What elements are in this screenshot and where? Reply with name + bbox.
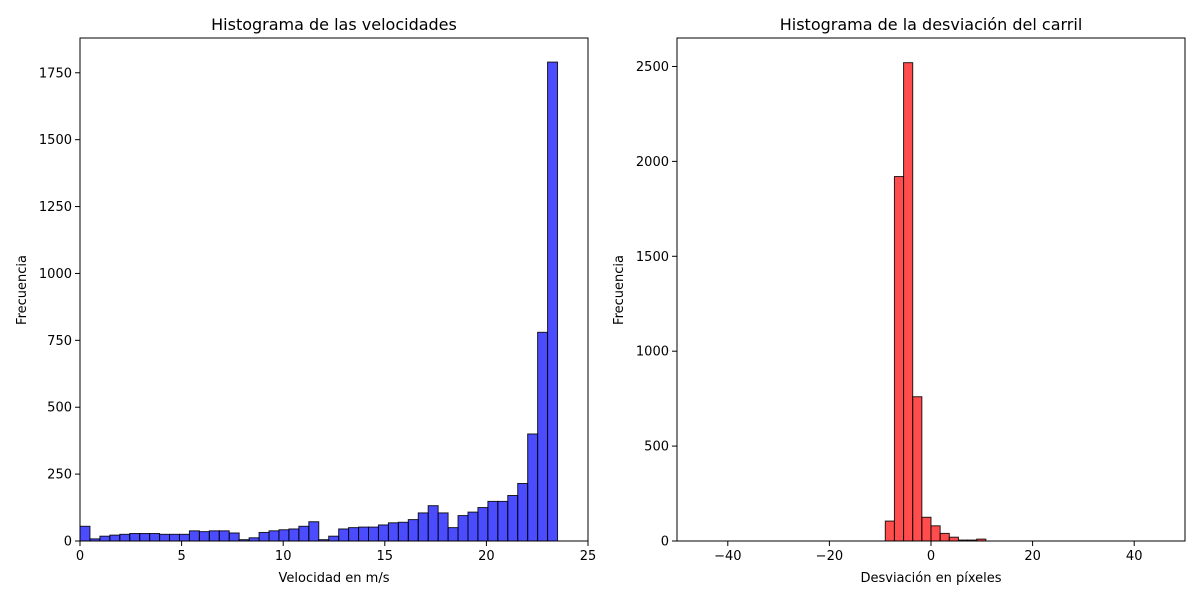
y-tick-label: 1500 <box>39 133 72 148</box>
x-tick-label: −20 <box>816 549 843 564</box>
histogram-bar <box>328 535 340 542</box>
lane-deviation-histogram: Histograma de la desviación del carril −… <box>612 15 1186 586</box>
histogram-bar <box>278 529 290 542</box>
histogram-bar <box>447 527 459 542</box>
histogram-bar <box>921 516 932 542</box>
histogram-bar <box>288 528 300 542</box>
y-tick-label: 1750 <box>39 66 72 81</box>
histogram-bar <box>457 515 469 542</box>
y-tick-label: 250 <box>47 468 72 483</box>
histogram-bar <box>228 532 240 542</box>
velocity-histogram: Histograma de las velocidades 0 5 10 15 20 25… <box>15 15 596 586</box>
histogram-bar <box>387 522 399 542</box>
histogram-bar <box>477 507 489 542</box>
x-tick-label: 0 <box>76 549 84 564</box>
histogram-bar <box>507 495 519 542</box>
x-tick-label: 40 <box>1126 549 1143 564</box>
y-tick-label: 500 <box>47 401 72 416</box>
y-tick-label: 0 <box>661 535 669 550</box>
histogram-bar <box>129 533 141 542</box>
histogram-bar <box>407 519 419 542</box>
histogram-bar <box>119 533 131 542</box>
histogram-bar <box>188 530 200 542</box>
histogram-bar <box>109 534 121 542</box>
y-tick-label: 1250 <box>39 200 72 215</box>
bar-group <box>79 61 559 542</box>
y-tick-label: 2000 <box>636 155 669 170</box>
x-tick-label: 10 <box>275 549 292 564</box>
chart-title: Histograma de la desviación del carril <box>780 15 1083 34</box>
histogram-bar <box>149 533 161 542</box>
y-tick-label: 0 <box>64 535 72 550</box>
y-tick-label: 2500 <box>636 60 669 75</box>
histogram-bar <box>417 512 429 542</box>
histogram-bar <box>487 500 499 542</box>
histogram-bar <box>537 331 549 542</box>
histogram-bar <box>258 531 270 542</box>
histogram-bar <box>159 533 171 542</box>
x-tick-label: 20 <box>1024 549 1041 564</box>
histogram-bar <box>884 520 895 542</box>
y-axis-ticks: 0 250 500 750 1000 1250 1500 1750 <box>39 66 80 550</box>
x-tick-label: 20 <box>478 549 495 564</box>
x-axis-label: Desviación en píxeles <box>860 571 1001 586</box>
y-axis-ticks: 0 500 1000 1500 2000 2500 <box>636 60 677 550</box>
histogram-bar <box>368 526 379 542</box>
histogram-bar <box>427 505 439 542</box>
y-tick-label: 1000 <box>39 267 72 282</box>
plot-frame <box>676 37 1186 542</box>
histogram-bar <box>348 527 360 542</box>
histogram-bar <box>497 500 509 542</box>
histogram-bar <box>437 512 449 542</box>
y-tick-label: 500 <box>644 440 669 455</box>
x-tick-label: 5 <box>177 549 185 564</box>
x-tick-label: −40 <box>714 549 741 564</box>
x-tick-label: 15 <box>377 549 394 564</box>
y-axis-label: Frecuencia <box>15 255 30 325</box>
plot-frame <box>79 37 589 542</box>
histogram-bar <box>308 521 320 542</box>
histogram-bar <box>139 533 151 542</box>
y-tick-label: 1000 <box>636 345 669 360</box>
y-axis-label: Frecuencia <box>612 255 627 325</box>
x-tick-label: 0 <box>927 549 935 564</box>
histogram-bar <box>338 528 350 542</box>
x-axis-label: Velocidad en m/s <box>279 571 390 586</box>
histogram-bar <box>948 536 959 542</box>
histogram-bar <box>893 176 905 542</box>
y-tick-label: 750 <box>47 334 72 349</box>
x-axis-ticks: −40 −20 0 20 40 <box>714 541 1142 564</box>
histogram-bar <box>903 62 914 542</box>
histogram-bar <box>208 530 220 542</box>
histogram-bar <box>939 532 950 542</box>
histogram-bar <box>397 521 409 542</box>
x-axis-ticks: 0 5 10 15 20 25 <box>76 541 596 564</box>
histogram-bar <box>268 530 280 542</box>
histogram-bar <box>467 511 479 542</box>
histogram-bar <box>377 524 389 542</box>
histogram-bar <box>79 525 91 542</box>
histogram-bar <box>99 535 111 542</box>
chart-title: Histograma de las velocidades <box>211 15 457 34</box>
histogram-bar <box>912 396 923 542</box>
histogram-bar <box>930 525 941 542</box>
histogram-bar <box>358 526 370 542</box>
histogram-bar <box>527 433 539 542</box>
x-tick-label: 25 <box>580 549 597 564</box>
histogram-bar <box>178 533 190 542</box>
histogram-bar <box>169 533 180 542</box>
histogram-bar <box>517 482 529 542</box>
histogram-bar <box>218 530 230 542</box>
y-tick-label: 1500 <box>636 250 669 265</box>
histogram-bar <box>198 531 210 542</box>
histogram-bar <box>547 61 559 542</box>
histogram-bar <box>298 525 310 542</box>
